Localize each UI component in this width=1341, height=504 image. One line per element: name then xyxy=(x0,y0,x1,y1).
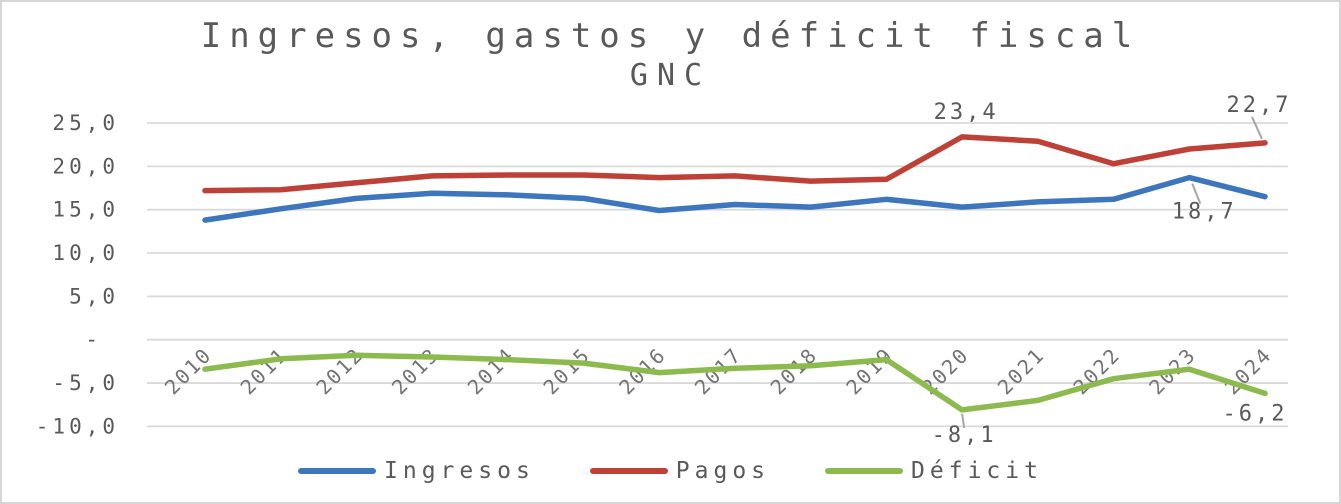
x-axis-tick-label: 2021 xyxy=(993,343,1050,400)
x-axis-tick-label: 2014 xyxy=(463,343,520,400)
y-axis-tick-label: 5,0 xyxy=(69,284,119,308)
legend-item-ingresos: Ingresos xyxy=(298,458,535,484)
legend-label-pagos: Pagos xyxy=(675,458,771,484)
chart-subtitle: GNC xyxy=(629,58,712,93)
data-label: -8,1 xyxy=(932,423,997,448)
data-label: 18,7 xyxy=(1172,200,1237,225)
series-line-ingresos xyxy=(202,174,1268,223)
x-axis-tick-label: 2011 xyxy=(236,343,293,400)
y-axis-tick-label: 10,0 xyxy=(52,241,119,265)
y-axis-tick-label: -10,0 xyxy=(36,414,119,438)
legend-line-swatch-pagos xyxy=(589,468,668,474)
x-axis-tick-label: 2019 xyxy=(841,343,898,400)
series-line-deficit xyxy=(202,352,1268,413)
y-axis-tick-label: 15,0 xyxy=(52,198,119,222)
legend: Ingresos Pagos Déficit xyxy=(2,454,1339,488)
x-axis-tick-label: 2012 xyxy=(311,343,368,400)
x-axis-tick-label: 2018 xyxy=(766,343,823,400)
x-axis-tick-label: 2013 xyxy=(387,343,444,400)
legend-line-swatch-deficit xyxy=(825,468,904,474)
legend-item-deficit: Déficit xyxy=(825,458,1043,484)
y-axis-tick-label: - xyxy=(85,328,102,352)
series-line-pagos xyxy=(202,134,1268,194)
data-label-leader-line xyxy=(1191,183,1202,204)
chart-title: Ingresos, gastos y déficit fiscal xyxy=(200,16,1141,56)
legend-label-ingresos: Ingresos xyxy=(384,458,535,484)
data-label: 23,4 xyxy=(934,100,999,125)
legend-item-pagos: Pagos xyxy=(589,458,771,484)
data-label: 22,7 xyxy=(1227,93,1292,118)
data-label: -6,2 xyxy=(1223,401,1288,426)
data-label-leader-line xyxy=(1251,116,1263,140)
x-axis-tick-label: 2020 xyxy=(917,343,974,400)
legend-line-swatch-ingresos xyxy=(298,468,377,474)
y-axis-tick-label: 20,0 xyxy=(52,154,119,178)
legend-label-deficit: Déficit xyxy=(911,458,1043,484)
y-axis-tick-label: -5,0 xyxy=(52,371,119,395)
y-axis-tick-label: 25,0 xyxy=(52,111,119,135)
x-axis-tick-label: 2015 xyxy=(538,343,595,400)
data-label-leader-line xyxy=(961,413,966,429)
